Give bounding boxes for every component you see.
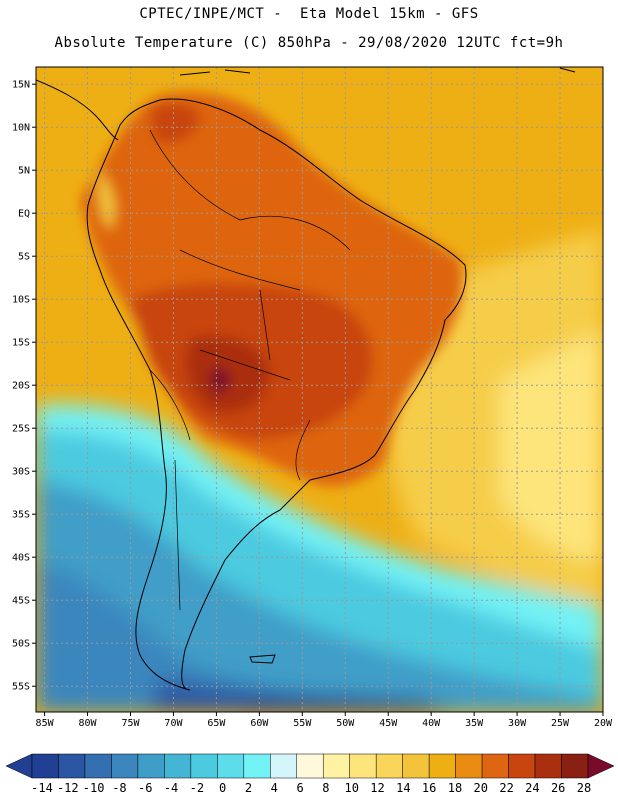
colorbar-label: 10 xyxy=(344,781,358,795)
colorbar-swatch xyxy=(137,753,165,779)
lon-tick-label: 35W xyxy=(465,718,484,729)
lat-tick-label: 5S xyxy=(18,252,30,263)
colorbar-label: -14 xyxy=(31,781,53,795)
colorbar-over-arrow xyxy=(587,753,615,779)
colorbar-swatch xyxy=(111,753,139,779)
colorbar-swatch xyxy=(402,753,430,779)
latitude-axis: 15N 10N 5N EQ 5S 10S 15S 20S 25S 30S 35S 40S 45S 50S 5… xyxy=(12,80,36,693)
colorbar-label: -6 xyxy=(138,781,152,795)
lat-tick-label: 5N xyxy=(18,166,30,177)
colorbar-label: -10 xyxy=(83,781,105,795)
lon-tick-label: 55W xyxy=(293,718,312,729)
colorbar-label: 28 xyxy=(577,781,591,795)
lat-tick-label: 25S xyxy=(12,424,30,435)
colorbar: -14 -12 -10 -8 -6 -4 -2 0 2 4 6 8 10 12 14 16 18 20 22 24 26… xyxy=(5,753,615,795)
colorbar-swatch xyxy=(190,753,218,779)
lat-tick-label: 55S xyxy=(12,682,30,693)
lat-tick-label: 10N xyxy=(12,123,30,134)
south-america-coast xyxy=(86,98,467,691)
longitude-axis: 85W 80W 75W 70W 65W 60W 55W 50W 45W 40W 35W 30W 25W 2… xyxy=(36,712,613,729)
colorbar-swatch xyxy=(481,753,509,779)
colorbar-label: 4 xyxy=(271,781,278,795)
colorbar-label: 0 xyxy=(219,781,226,795)
colorbar-label: 26 xyxy=(551,781,565,795)
lon-tick-label: 75W xyxy=(121,718,140,729)
lat-tick-label: 35S xyxy=(12,510,30,521)
colorbar-under-arrow xyxy=(5,753,33,779)
lon-tick-label: 45W xyxy=(379,718,398,729)
lat-tick-label: EQ xyxy=(18,209,30,220)
colorbar-swatch xyxy=(534,753,562,779)
colorbar-label: 24 xyxy=(525,781,539,795)
colorbar-swatch xyxy=(508,753,536,779)
borders xyxy=(149,129,351,611)
colorbar-label: 18 xyxy=(448,781,462,795)
colorbar-label: 14 xyxy=(396,781,410,795)
colorbar-swatch xyxy=(31,753,59,779)
lon-tick-label: 80W xyxy=(79,718,98,729)
colorbar-swatch xyxy=(270,753,298,779)
colorbar-swatch xyxy=(349,753,377,779)
coastlines xyxy=(36,67,576,691)
colorbar-label: 16 xyxy=(422,781,436,795)
colorbar-label: 12 xyxy=(370,781,384,795)
lon-tick-label: 85W xyxy=(36,718,55,729)
title-line-2: Absolute Temperature (C) 850hPa - 29/08/… xyxy=(54,35,564,51)
colorbar-label: -2 xyxy=(190,781,204,795)
colorbar-label: 6 xyxy=(296,781,303,795)
colorbar-swatch xyxy=(428,753,456,779)
colorbar-swatch xyxy=(561,753,589,779)
map-frame xyxy=(35,66,604,713)
colorbar-swatch xyxy=(84,753,112,779)
colorbar-label: 20 xyxy=(474,781,488,795)
lat-tick-label: 20S xyxy=(12,381,30,392)
lat-tick-label: 15N xyxy=(12,80,30,91)
lat-tick-label: 40S xyxy=(12,553,30,564)
lat-tick-label: 45S xyxy=(12,596,30,607)
colorbar-label: 22 xyxy=(499,781,513,795)
colorbar-label: -8 xyxy=(112,781,126,795)
lon-tick-label: 20W xyxy=(594,718,613,729)
colorbar-label: -4 xyxy=(164,781,178,795)
lon-tick-label: 30W xyxy=(508,718,527,729)
lon-tick-label: 65W xyxy=(207,718,226,729)
colorbar-swatch xyxy=(296,753,324,779)
lon-tick-label: 25W xyxy=(551,718,570,729)
lon-tick-label: 50W xyxy=(336,718,355,729)
colorbar-swatch xyxy=(217,753,245,779)
lat-tick-label: 30S xyxy=(12,467,30,478)
lat-tick-label: 15S xyxy=(12,338,30,349)
lat-tick-label: 10S xyxy=(12,295,30,306)
caribbean-islands xyxy=(179,67,576,76)
colorbar-label: -12 xyxy=(57,781,79,795)
colorbar-swatch xyxy=(58,753,86,779)
colorbar-swatch xyxy=(322,753,350,779)
lat-tick-label: 50S xyxy=(12,639,30,650)
lon-tick-label: 40W xyxy=(422,718,441,729)
colorbar-swatch xyxy=(243,753,271,779)
central-america xyxy=(36,79,119,141)
colorbar-swatch xyxy=(375,753,403,779)
lon-tick-label: 70W xyxy=(164,718,183,729)
lon-tick-label: 60W xyxy=(250,718,269,729)
colorbar-label: 2 xyxy=(245,781,252,795)
colorbar-swatch xyxy=(164,753,192,779)
colorbar-swatch xyxy=(455,753,483,779)
title-line-1: CPTEC/INPE/MCT - Eta Model 15km - GFS xyxy=(139,6,479,22)
temperature-field xyxy=(36,67,603,712)
colorbar-label: 8 xyxy=(322,781,329,795)
falklands xyxy=(249,654,276,664)
